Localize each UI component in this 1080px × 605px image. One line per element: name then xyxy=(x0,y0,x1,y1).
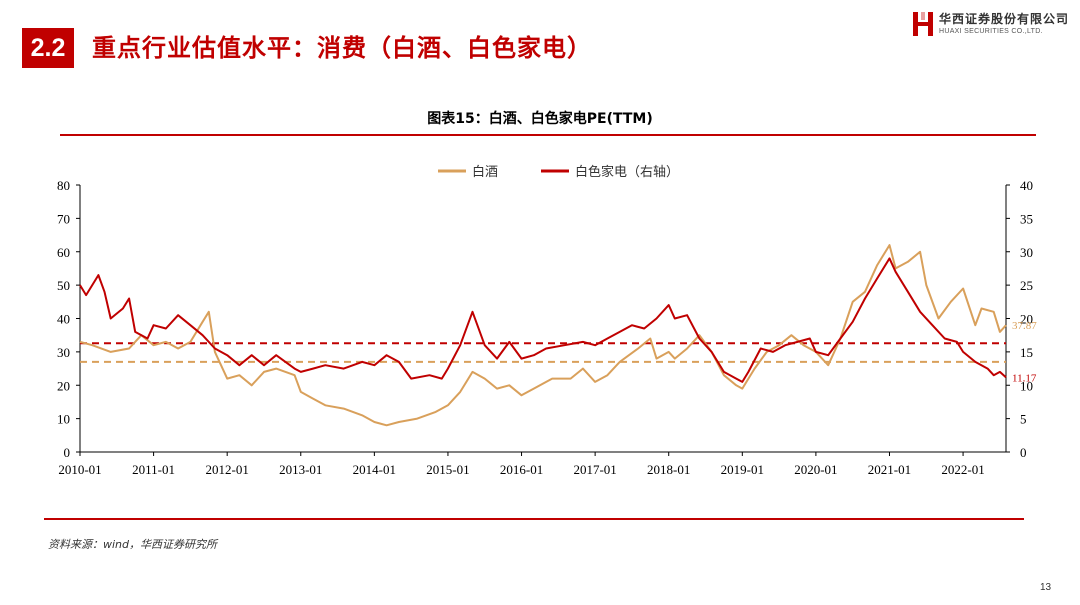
logo-name-en: HUAXI SECURITIES CO.,LTD. xyxy=(939,28,1043,35)
title-divider xyxy=(60,134,1036,136)
series-line-baijiu xyxy=(79,244,1007,427)
footer-divider xyxy=(44,518,1024,520)
y-right-tick-label: 40 xyxy=(1020,178,1033,193)
x-tick-label: 2022-01 xyxy=(941,462,984,477)
x-tick-label: 2018-01 xyxy=(647,462,690,477)
baijiu-last-value-label: 37.87 xyxy=(1012,320,1037,332)
y-left-tick-label: 0 xyxy=(64,445,71,460)
y-left-tick-label: 50 xyxy=(57,278,70,293)
y-left-tick-label: 30 xyxy=(57,345,70,360)
logo-name-cn: 华西证券股份有限公司 xyxy=(939,12,1070,26)
appliance-last-value-label: 11.17 xyxy=(1012,372,1037,384)
x-tick-label: 2016-01 xyxy=(500,462,543,477)
x-tick-label: 2013-01 xyxy=(279,462,322,477)
x-tick-label: 2021-01 xyxy=(868,462,911,477)
x-tick-label: 2020-01 xyxy=(794,462,837,477)
page-title: 重点行业估值水平：消费（白酒、白色家电） xyxy=(92,34,592,62)
source-note: 资料来源：wind，华西证券研究所 xyxy=(48,538,218,551)
x-tick-label: 2012-01 xyxy=(206,462,249,477)
series-line-appliance xyxy=(79,257,1007,383)
y-right-tick-label: 30 xyxy=(1020,245,1033,260)
x-tick-label: 2019-01 xyxy=(721,462,764,477)
y-right-tick-label: 20 xyxy=(1020,312,1033,327)
chart-legend: 白酒 白色家电（右轴） xyxy=(438,164,679,179)
y-left-tick-label: 10 xyxy=(57,412,70,427)
y-right-tick-label: 15 xyxy=(1020,345,1033,360)
page-number: 13 xyxy=(1040,582,1052,593)
y-right-tick-label: 35 xyxy=(1020,211,1033,226)
y-left-tick-label: 20 xyxy=(57,378,70,393)
x-tick-label: 2011-01 xyxy=(132,462,175,477)
chart-title: 图表15：白酒、白色家电PE(TTM) xyxy=(427,111,653,127)
y-left-tick-label: 80 xyxy=(57,178,70,193)
company-logo: 华西证券股份有限公司 HUAXI SECURITIES CO.,LTD. xyxy=(912,8,1072,40)
huaxi-logo-icon xyxy=(913,12,933,36)
section-number-badge: 2.2 xyxy=(22,28,74,68)
y-right-tick-label: 10 xyxy=(1020,378,1033,393)
y-left-tick-label: 60 xyxy=(57,245,70,260)
legend-label-appliance: 白色家电（右轴） xyxy=(575,164,679,179)
x-tick-label: 2015-01 xyxy=(426,462,469,477)
y-right-tick-label: 0 xyxy=(1020,445,1027,460)
y-right-tick-label: 25 xyxy=(1020,278,1033,293)
x-tick-label: 2017-01 xyxy=(573,462,616,477)
x-tick-label: 2014-01 xyxy=(353,462,396,477)
y-left-tick-label: 70 xyxy=(57,211,70,226)
x-tick-label: 2010-01 xyxy=(58,462,101,477)
legend-label-baijiu: 白酒 xyxy=(472,164,498,179)
y-left-tick-label: 40 xyxy=(57,312,70,327)
y-right-tick-label: 5 xyxy=(1020,412,1027,427)
